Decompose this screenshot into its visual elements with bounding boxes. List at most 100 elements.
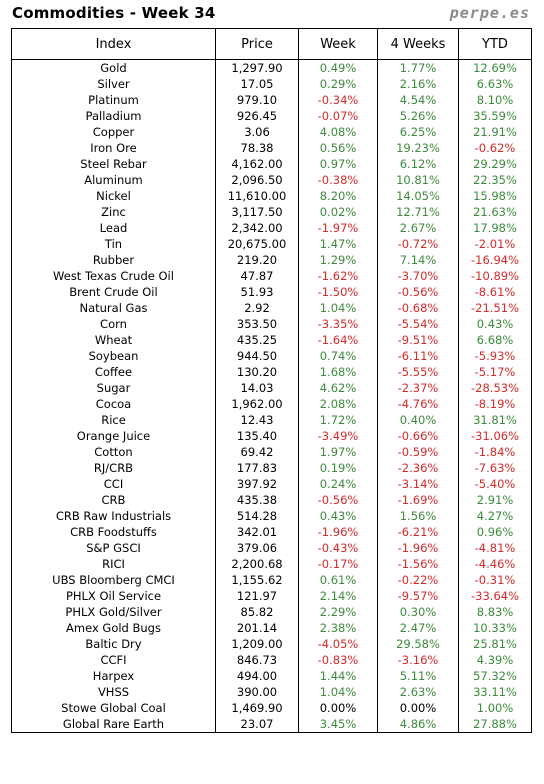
table-row: Lead 2,342.00 -1.97% 2.67% 17.98% [11, 220, 532, 236]
cell-week: 1.44% [298, 668, 378, 684]
cell-ytd: -0.62% [458, 140, 532, 156]
cell-4-weeks: 0.00% [377, 700, 459, 716]
cell-index: Soybean [11, 348, 216, 364]
cell-price: 130.20 [215, 364, 299, 380]
table-row: CRB Raw Industrials 514.28 0.43% 1.56% 4.27% [11, 508, 532, 524]
cell-price: 69.42 [215, 444, 299, 460]
cell-4-weeks: -2.37% [377, 380, 459, 396]
cell-4-weeks: 2.16% [377, 76, 459, 92]
table-row: VHSS 390.00 1.04% 2.63% 33.11% [11, 684, 532, 700]
cell-4-weeks: 29.58% [377, 636, 459, 652]
cell-week: -3.49% [298, 428, 378, 444]
cell-4-weeks: -0.22% [377, 572, 459, 588]
cell-index: Cotton [11, 444, 216, 460]
table-row: CRB 435.38 -0.56% -1.69% 2.91% [11, 492, 532, 508]
cell-4-weeks: -9.51% [377, 332, 459, 348]
cell-index: Coffee [11, 364, 216, 380]
cell-4-weeks: -0.56% [377, 284, 459, 300]
table-row: Coffee 130.20 1.68% -5.55% -5.17% [11, 364, 532, 380]
table-row: Nickel 11,610.00 8.20% 14.05% 15.98% [11, 188, 532, 204]
cell-price: 342.01 [215, 524, 299, 540]
table-row: Sugar 14.03 4.62% -2.37% -28.53% [11, 380, 532, 396]
column-header-index: Index [11, 28, 216, 60]
table-row: CCI 397.92 0.24% -3.14% -5.40% [11, 476, 532, 492]
cell-index: Palladium [11, 108, 216, 124]
cell-price: 14.03 [215, 380, 299, 396]
cell-index: CRB Raw Industrials [11, 508, 216, 524]
cell-index: Aluminum [11, 172, 216, 188]
cell-ytd: 57.32% [458, 668, 532, 684]
cell-week: 0.97% [298, 156, 378, 172]
cell-4-weeks: 6.12% [377, 156, 459, 172]
cell-ytd: 15.98% [458, 188, 532, 204]
cell-4-weeks: -0.72% [377, 236, 459, 252]
table-row: CRB Foodstuffs 342.01 -1.96% -6.21% 0.96% [11, 524, 532, 540]
table-header-row: Index Price Week 4 Weeks YTD [11, 28, 532, 60]
table-row: CCFI 846.73 -0.83% -3.16% 4.39% [11, 652, 532, 668]
cell-ytd: 31.81% [458, 412, 532, 428]
cell-index: Cocoa [11, 396, 216, 412]
cell-week: -0.43% [298, 540, 378, 556]
cell-week: -0.38% [298, 172, 378, 188]
table-row: Aluminum 2,096.50 -0.38% 10.81% 22.35% [11, 172, 532, 188]
cell-price: 514.28 [215, 508, 299, 524]
cell-price: 23.07 [215, 716, 299, 733]
table-row: Global Rare Earth 23.07 3.45% 4.86% 27.88% [11, 716, 532, 733]
table-row: RJ/CRB 177.83 0.19% -2.36% -7.63% [11, 460, 532, 476]
cell-4-weeks: 5.11% [377, 668, 459, 684]
cell-index: Silver [11, 76, 216, 92]
table-row: Baltic Dry 1,209.00 -4.05% 29.58% 25.81% [11, 636, 532, 652]
cell-price: 926.45 [215, 108, 299, 124]
cell-price: 2,096.50 [215, 172, 299, 188]
cell-4-weeks: 1.56% [377, 508, 459, 524]
cell-ytd: 1.00% [458, 700, 532, 716]
cell-index: Steel Rebar [11, 156, 216, 172]
cell-ytd: 0.96% [458, 524, 532, 540]
cell-week: 2.08% [298, 396, 378, 412]
cell-ytd: -5.17% [458, 364, 532, 380]
cell-price: 4,162.00 [215, 156, 299, 172]
cell-week: 8.20% [298, 188, 378, 204]
cell-4-weeks: -0.68% [377, 300, 459, 316]
cell-ytd: 25.81% [458, 636, 532, 652]
cell-week: -0.34% [298, 92, 378, 108]
cell-week: -0.83% [298, 652, 378, 668]
cell-ytd: -33.64% [458, 588, 532, 604]
cell-week: -1.62% [298, 268, 378, 284]
cell-index: Brent Crude Oil [11, 284, 216, 300]
cell-index: PHLX Gold/Silver [11, 604, 216, 620]
cell-price: 1,469.90 [215, 700, 299, 716]
cell-ytd: -0.31% [458, 572, 532, 588]
cell-price: 397.92 [215, 476, 299, 492]
cell-ytd: 22.35% [458, 172, 532, 188]
cell-index: RJ/CRB [11, 460, 216, 476]
cell-price: 85.82 [215, 604, 299, 620]
cell-price: 353.50 [215, 316, 299, 332]
table-row: Amex Gold Bugs 201.14 2.38% 2.47% 10.33% [11, 620, 532, 636]
cell-index: Sugar [11, 380, 216, 396]
cell-4-weeks: 2.67% [377, 220, 459, 236]
table-row: Stowe Global Coal 1,469.90 0.00% 0.00% 1.00% [11, 700, 532, 716]
cell-ytd: 8.10% [458, 92, 532, 108]
cell-price: 2.92 [215, 300, 299, 316]
table-row: Cocoa 1,962.00 2.08% -4.76% -8.19% [11, 396, 532, 412]
cell-index: Harpex [11, 668, 216, 684]
table-row: PHLX Gold/Silver 85.82 2.29% 0.30% 8.83% [11, 604, 532, 620]
cell-week: -0.56% [298, 492, 378, 508]
cell-week: 0.00% [298, 700, 378, 716]
cell-week: 0.02% [298, 204, 378, 220]
table-row: Soybean 944.50 0.74% -6.11% -5.93% [11, 348, 532, 364]
cell-4-weeks: 10.81% [377, 172, 459, 188]
table-row: Silver 17.05 0.29% 2.16% 6.63% [11, 76, 532, 92]
cell-price: 219.20 [215, 252, 299, 268]
cell-index: CCI [11, 476, 216, 492]
cell-week: 0.29% [298, 76, 378, 92]
cell-ytd: -8.61% [458, 284, 532, 300]
cell-week: 1.04% [298, 684, 378, 700]
cell-4-weeks: -6.11% [377, 348, 459, 364]
table-row: Wheat 435.25 -1.64% -9.51% 6.68% [11, 332, 532, 348]
cell-4-weeks: 0.30% [377, 604, 459, 620]
cell-price: 121.97 [215, 588, 299, 604]
cell-4-weeks: 12.71% [377, 204, 459, 220]
cell-ytd: -7.63% [458, 460, 532, 476]
